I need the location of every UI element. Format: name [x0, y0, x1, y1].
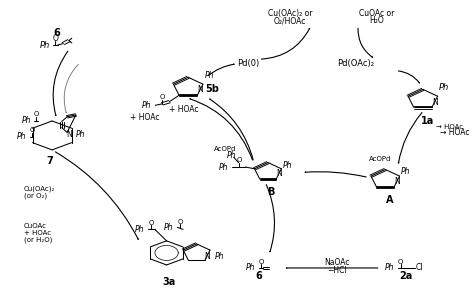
Text: Ph: Ph — [39, 40, 50, 50]
Text: Ph: Ph — [439, 83, 449, 92]
Text: Ph: Ph — [135, 225, 144, 234]
Text: N: N — [205, 252, 210, 261]
Text: O: O — [160, 94, 165, 100]
Text: + HOAc: + HOAc — [24, 230, 51, 236]
Text: N: N — [394, 177, 400, 186]
Text: + HOAc: + HOAc — [130, 113, 159, 122]
Text: O: O — [148, 220, 154, 226]
Text: O: O — [236, 157, 242, 163]
Text: Ph: Ph — [164, 223, 173, 232]
Text: Pd(OAc)₂: Pd(OAc)₂ — [337, 59, 374, 67]
Text: Ph: Ph — [75, 130, 85, 139]
Text: NaOAc: NaOAc — [324, 258, 350, 267]
Text: 1a: 1a — [421, 116, 434, 126]
Text: Cl: Cl — [416, 264, 423, 272]
Text: Ph: Ph — [283, 161, 292, 170]
Text: CuOAc: CuOAc — [24, 223, 47, 229]
Text: B: B — [267, 187, 274, 197]
Text: 6: 6 — [255, 271, 262, 281]
Text: −HCl: −HCl — [327, 267, 347, 275]
Text: N: N — [276, 169, 282, 178]
Text: AcOPd: AcOPd — [368, 156, 391, 162]
Text: (or O₂): (or O₂) — [24, 192, 47, 199]
Text: O: O — [398, 259, 403, 265]
Text: Ph: Ph — [21, 116, 31, 126]
Text: CuOAc or: CuOAc or — [359, 9, 394, 18]
Text: O: O — [34, 111, 39, 117]
Text: O: O — [53, 34, 58, 43]
Text: Cu(OAc)₂: Cu(OAc)₂ — [24, 185, 55, 192]
Text: Ph: Ph — [205, 71, 214, 80]
Text: O: O — [30, 127, 35, 133]
Text: AcOPd: AcOPd — [214, 146, 236, 152]
Text: N: N — [197, 85, 203, 94]
Text: → HOAc: → HOAc — [436, 124, 463, 130]
Text: Ph: Ph — [401, 167, 410, 176]
Text: Ph: Ph — [385, 264, 395, 272]
Text: Ph: Ph — [142, 101, 152, 110]
Text: Ph: Ph — [227, 150, 237, 160]
Text: Ph: Ph — [17, 133, 27, 141]
Text: 2a: 2a — [399, 271, 412, 281]
Text: O: O — [178, 219, 183, 225]
Text: 3a: 3a — [162, 277, 175, 287]
Text: 6: 6 — [54, 28, 60, 38]
Text: H₂O: H₂O — [369, 16, 384, 26]
Text: → HOAc: → HOAc — [439, 128, 469, 137]
Text: Pd(0): Pd(0) — [237, 59, 259, 67]
Text: Cu(OAc)₂ or: Cu(OAc)₂ or — [268, 9, 312, 18]
Text: 7: 7 — [46, 156, 53, 166]
Text: (or H₂O): (or H₂O) — [24, 237, 52, 243]
Text: 5b: 5b — [206, 84, 219, 94]
Text: Ph: Ph — [219, 163, 228, 171]
Text: O₂/HOAc: O₂/HOAc — [274, 16, 306, 26]
Text: N: N — [66, 130, 73, 139]
Text: Ph: Ph — [246, 264, 255, 272]
Text: O: O — [258, 259, 264, 265]
Text: Ph: Ph — [214, 253, 224, 261]
Text: A: A — [386, 195, 394, 205]
Text: N: N — [432, 98, 438, 107]
Text: + HOAc: + HOAc — [169, 105, 198, 114]
